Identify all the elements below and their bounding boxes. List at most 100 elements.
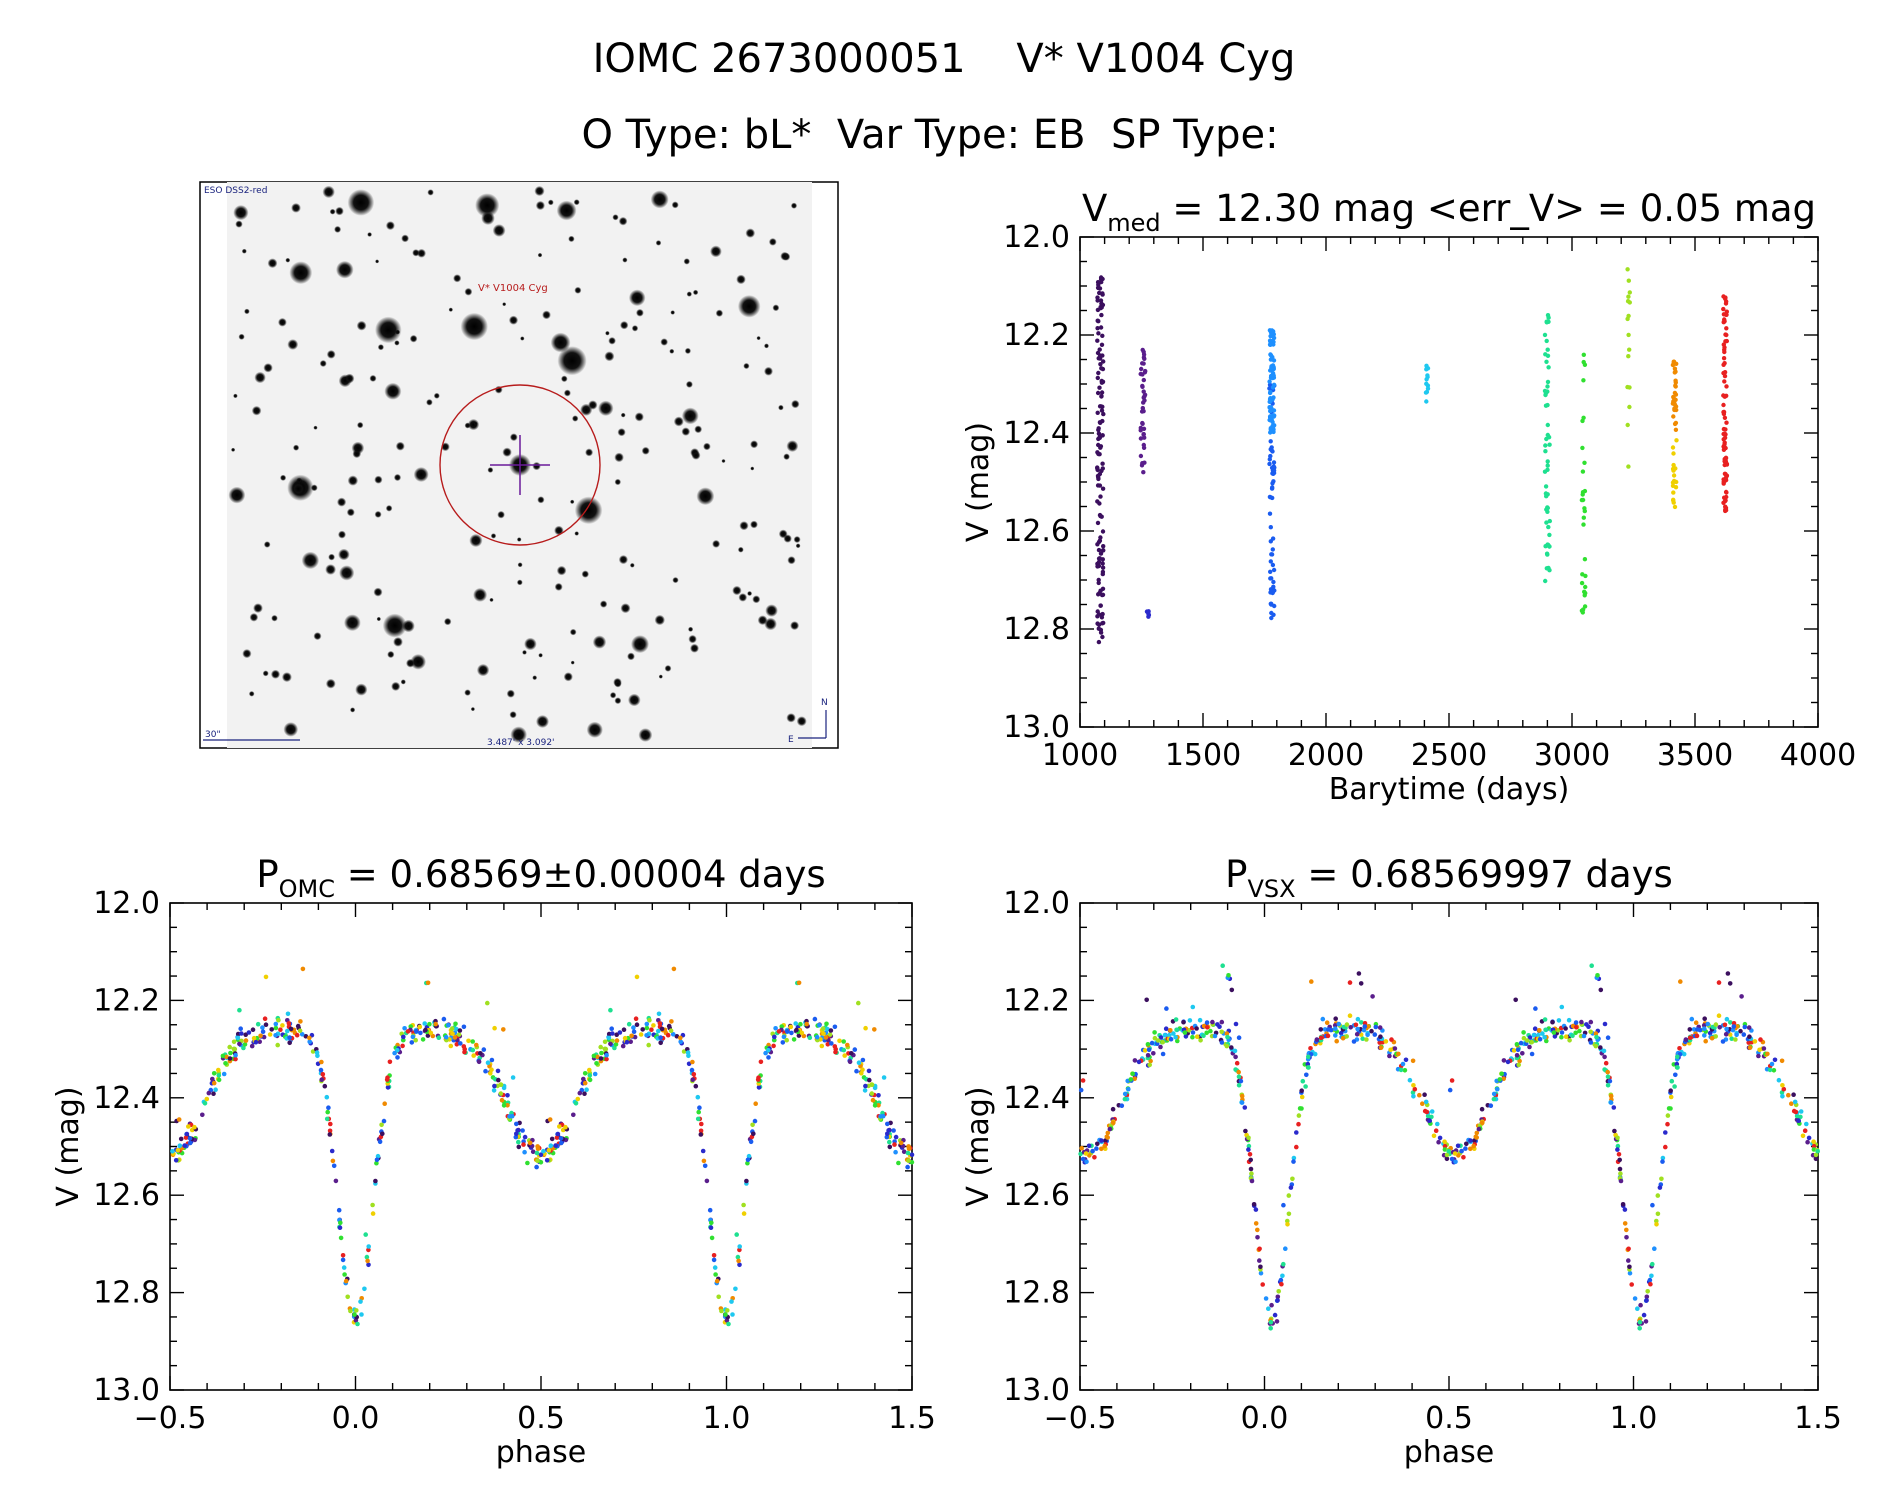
phase-point [1733, 1037, 1738, 1042]
phase-point [872, 1103, 878, 1108]
phase-point [395, 1047, 400, 1053]
phase-point [906, 1146, 912, 1152]
lightcurve-point [1096, 427, 1101, 433]
finder-star [384, 382, 402, 400]
lightcurve-point [1671, 451, 1676, 456]
lightcurve-point [1543, 443, 1548, 448]
phase-point [1348, 1025, 1353, 1030]
phase-point [1716, 1013, 1722, 1018]
finder-star [599, 600, 608, 608]
phase-point [1236, 1082, 1242, 1088]
phase-point [1652, 1246, 1657, 1251]
finder-star [764, 343, 769, 349]
phase-point [1442, 1144, 1448, 1149]
phase-point [227, 1044, 232, 1050]
phase-point [498, 1091, 504, 1096]
phase-point [516, 1144, 522, 1150]
phase-point [211, 1071, 217, 1076]
plot-title: POMC = 0.68569±0.00004 days [256, 853, 825, 903]
finder-star [683, 258, 690, 265]
lightcurve-point [1545, 566, 1550, 571]
phase-point [1691, 1027, 1697, 1032]
phase-point [333, 1178, 339, 1184]
phase-point [425, 1033, 431, 1038]
phase-point [221, 1071, 227, 1077]
finder-star [778, 404, 784, 411]
phase-point [1122, 1096, 1128, 1102]
lightcurve-point [1099, 305, 1104, 310]
lightcurve-point [1268, 408, 1273, 414]
finder-star [715, 309, 724, 317]
phase-point [1464, 1141, 1469, 1147]
phase-point [1220, 963, 1225, 968]
finder-star [561, 375, 568, 383]
phase-point [1365, 1024, 1371, 1029]
phase-point [581, 1076, 586, 1082]
phase-point [729, 1299, 734, 1304]
lightcurve-point [1582, 593, 1587, 598]
phase-point [348, 1308, 353, 1314]
phase-point [1677, 1046, 1682, 1051]
phase-point [1579, 1019, 1584, 1025]
phase-point [555, 1131, 561, 1137]
phase-point [1731, 1024, 1737, 1029]
phase-point [1238, 1078, 1244, 1084]
finder-star [747, 591, 753, 596]
lightcurve-point [1143, 368, 1148, 374]
lightcurve-point [1097, 385, 1102, 390]
finder-star [671, 201, 679, 209]
phase-point [617, 1030, 623, 1035]
phase-point [1593, 1043, 1599, 1049]
lightcurve-point [1095, 285, 1101, 290]
phase-point [1776, 1077, 1782, 1083]
phase-point [1275, 1294, 1281, 1300]
lightcurve-point [1545, 379, 1551, 385]
y-tick-label: 12.4 [1003, 1081, 1070, 1116]
phase-point [1387, 1053, 1392, 1059]
finder-star [692, 289, 699, 296]
phase-point [1309, 979, 1314, 984]
finder-star [791, 399, 800, 409]
phase-point [1514, 1053, 1520, 1058]
phase-point [1318, 1035, 1324, 1041]
phase-point [457, 1028, 463, 1033]
finder-star [641, 446, 650, 455]
lightcurve-point [1672, 370, 1678, 375]
phase-point [712, 1265, 718, 1270]
phase-point [563, 1124, 568, 1130]
plot-title: PVSX = 0.68569997 days [1225, 853, 1673, 903]
phase-point [1471, 1143, 1476, 1149]
phase-point [216, 1073, 222, 1078]
phase-point [860, 1057, 866, 1063]
phase-point [275, 1042, 281, 1048]
phase-point [1673, 1072, 1678, 1078]
x-tick-label: 0.5 [517, 1401, 565, 1436]
lightcurve-point [1096, 331, 1101, 336]
lightcurve-point [1271, 460, 1277, 465]
finder-star [346, 508, 355, 517]
finder-star [631, 325, 639, 332]
phase-point [1359, 1020, 1364, 1025]
phase-point [1605, 1074, 1611, 1079]
phase-point [1168, 1028, 1173, 1033]
phase-point [1452, 1151, 1458, 1156]
finder-star [335, 206, 344, 216]
x-tick-label: 2500 [1411, 738, 1487, 773]
finder-star [287, 339, 299, 350]
phase-point [251, 1035, 257, 1041]
phase-point [1593, 1031, 1599, 1036]
phase-point [327, 1132, 333, 1137]
lightcurve-point [1270, 375, 1276, 381]
finder-star [401, 234, 409, 243]
finder-star [696, 487, 715, 506]
phase-point [659, 1026, 665, 1032]
phase-point [745, 1157, 751, 1163]
phase-point [1594, 1034, 1599, 1040]
phase-point [1627, 1264, 1632, 1270]
lightcurve-point [1545, 463, 1550, 468]
finder-star [410, 654, 427, 670]
lightcurve-point [1096, 622, 1102, 627]
phase-point [587, 1067, 592, 1073]
lightcurve-point [1141, 432, 1146, 437]
finder-star [235, 220, 243, 228]
